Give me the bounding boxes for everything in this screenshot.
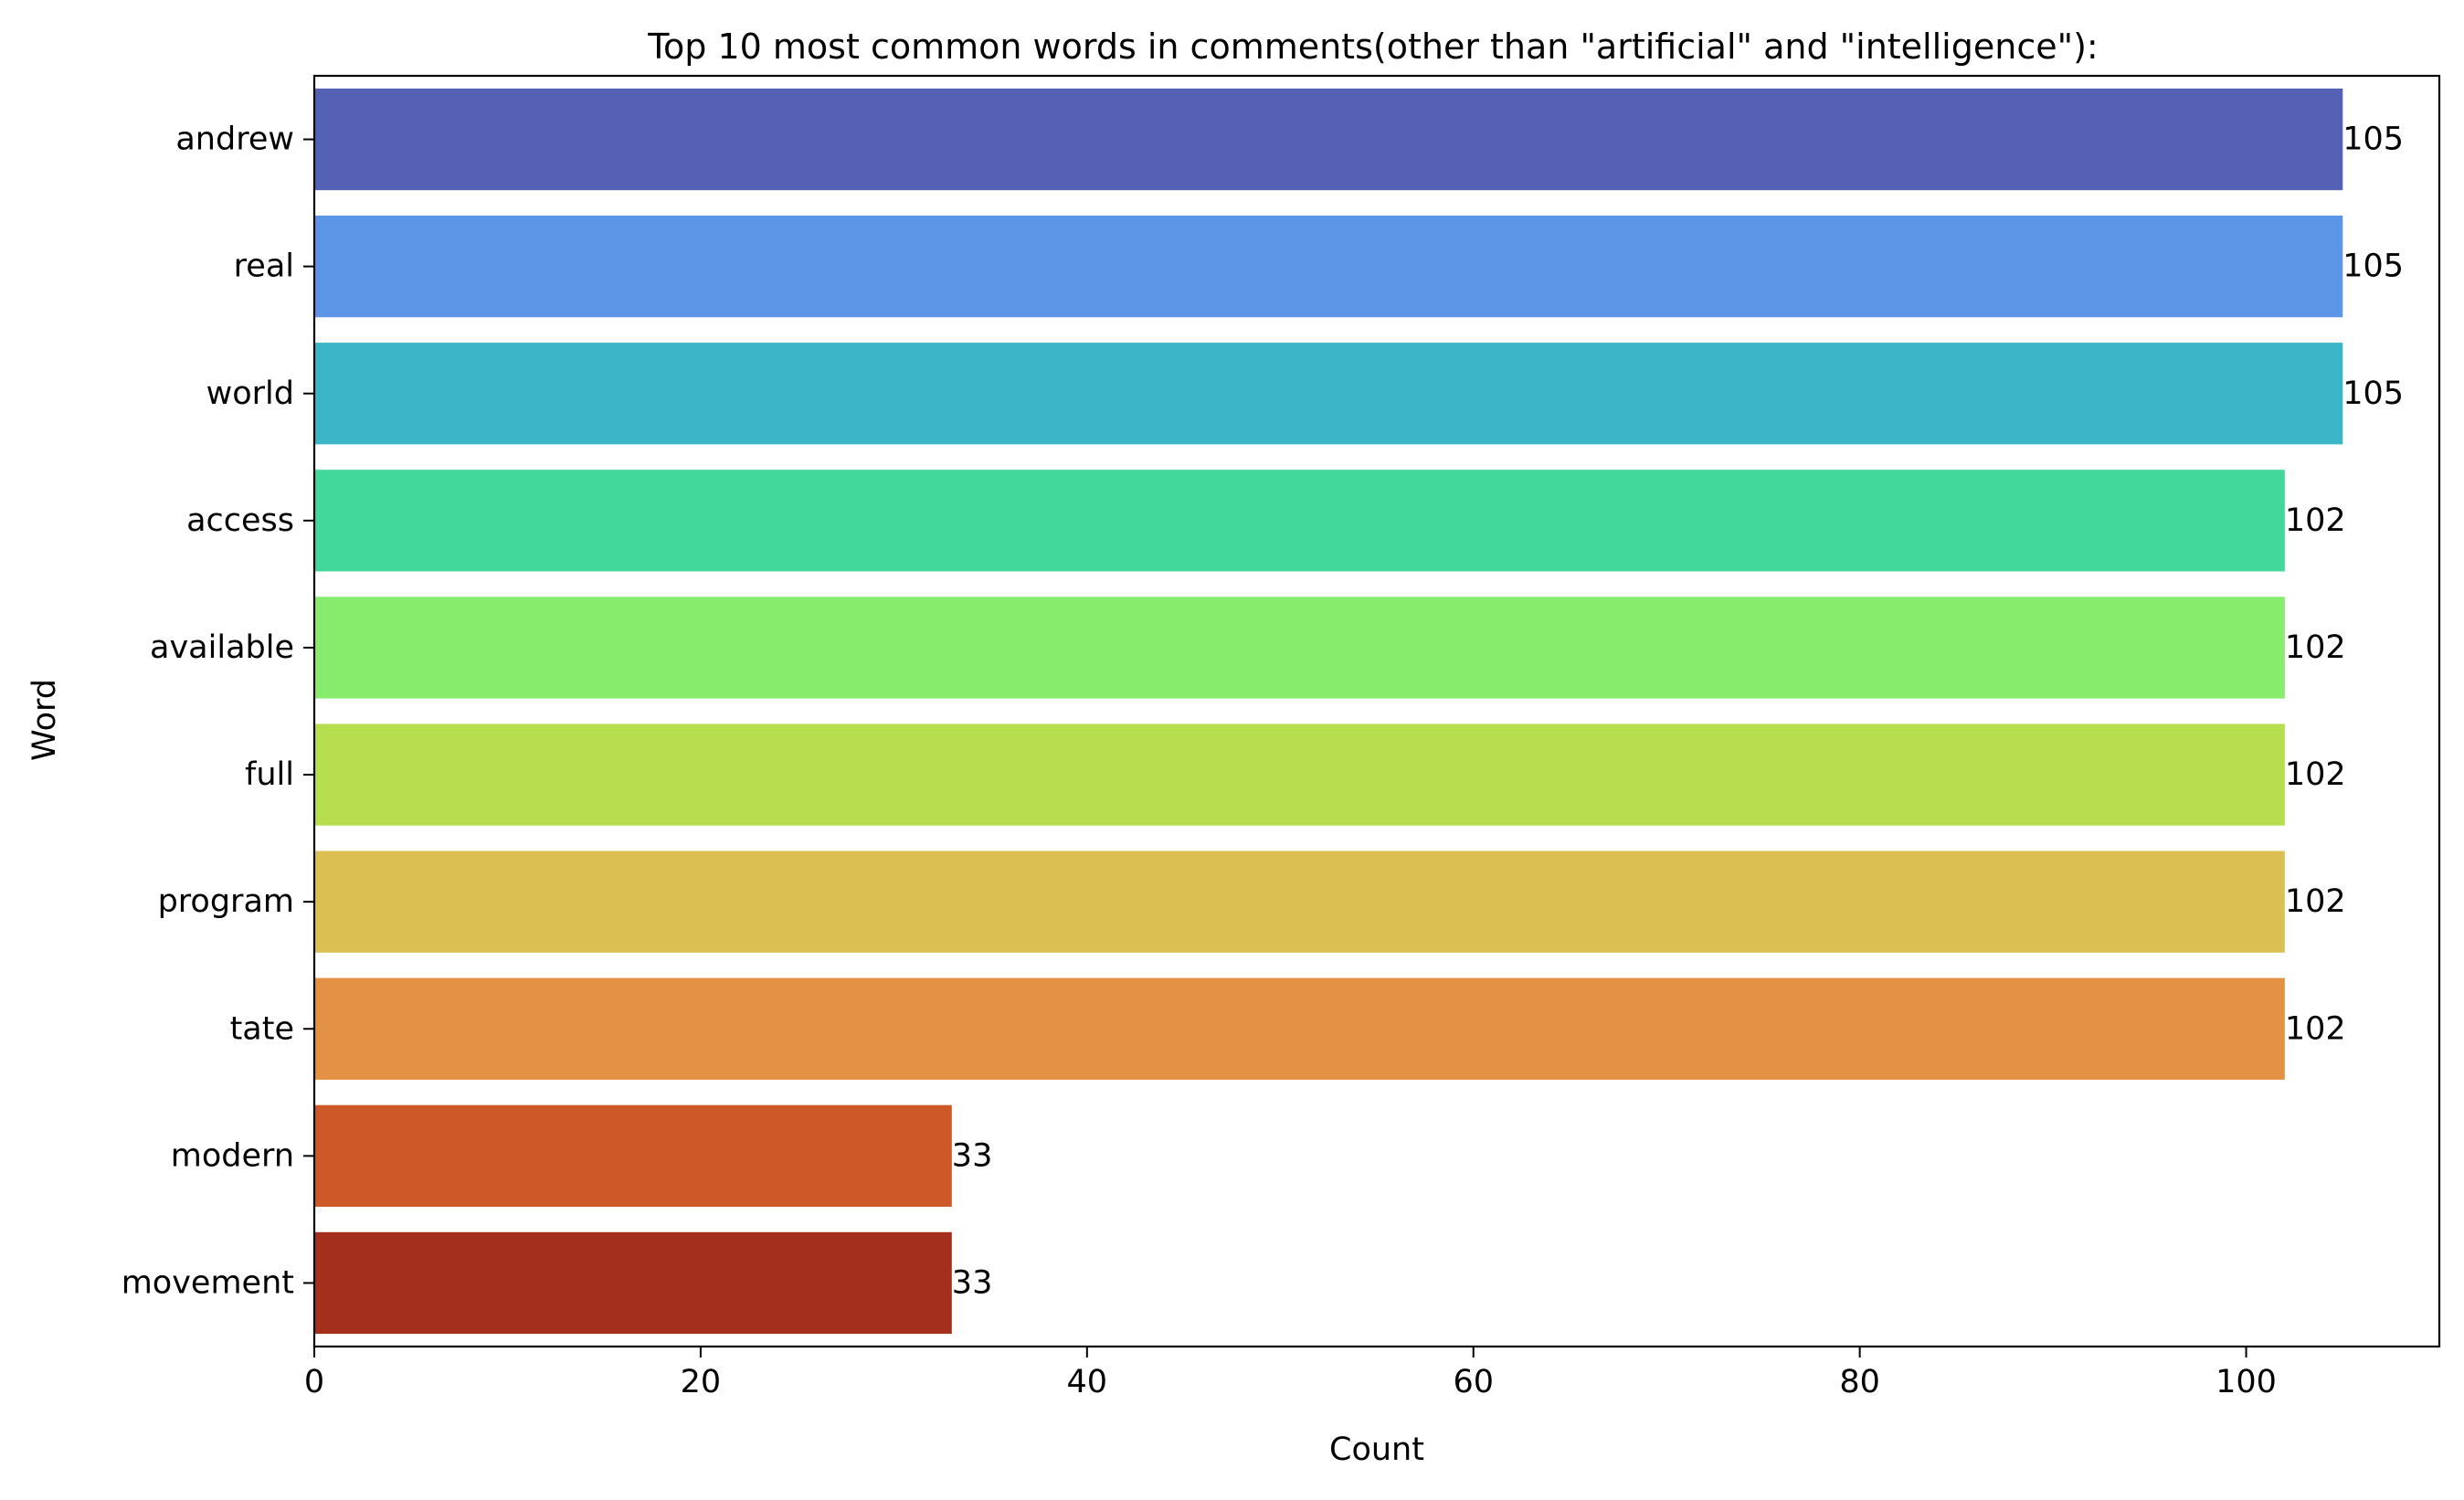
x-tick-label-100: 100: [2215, 1364, 2277, 1400]
data-label-world: 105: [2342, 375, 2404, 412]
bar-movement: [314, 1231, 952, 1335]
bar-available: [314, 597, 2285, 699]
data-label-full: 102: [2285, 756, 2346, 793]
data-label-program: 102: [2285, 883, 2346, 920]
plot-frame: [312, 74, 2441, 1348]
data-label-andrew: 105: [2342, 121, 2404, 158]
data-label-modern: 33: [952, 1137, 993, 1174]
y-tick-label-access: access: [186, 502, 294, 539]
bar-full: [314, 724, 2285, 826]
bars-group: [314, 88, 2343, 1335]
bar-modern: [314, 1104, 952, 1207]
data-label-movement: 33: [952, 1264, 993, 1301]
y-tick-label-program: program: [158, 883, 294, 920]
bar-world: [314, 343, 2343, 445]
bar-access: [314, 470, 2285, 572]
x-tick-label-40: 40: [1067, 1364, 1108, 1400]
x-tick-label-60: 60: [1453, 1364, 1494, 1400]
y-tick-label-real: real: [234, 248, 294, 285]
data-label-tate: 102: [2285, 1010, 2346, 1047]
bar-tate: [314, 977, 2285, 1080]
x-tick-label-0: 0: [304, 1364, 324, 1400]
bar-real: [314, 216, 2343, 318]
bar-andrew: [314, 88, 2343, 191]
data-label-available: 102: [2285, 629, 2346, 666]
y-axis: andrew real world access available full progra…: [122, 121, 314, 1301]
y-tick-label-movement: movement: [122, 1264, 294, 1301]
y-axis-label: Word: [26, 679, 63, 761]
y-tick-label-full: full: [245, 756, 294, 793]
y-tick-label-tate: tate: [230, 1010, 294, 1047]
bar-program: [314, 850, 2285, 953]
x-axis: 0 20 40 60 80 100: [304, 1347, 2277, 1400]
y-tick-label-available: available: [150, 629, 294, 666]
x-tick-label-80: 80: [1839, 1364, 1880, 1400]
data-label-real: 105: [2342, 248, 2404, 285]
x-tick-label-20: 20: [681, 1364, 722, 1400]
y-tick-label-world: world: [206, 375, 294, 412]
chart-title: Top 10 most common words in comments(oth…: [647, 26, 2098, 67]
x-axis-label: Count: [1329, 1431, 1424, 1468]
y-tick-label-andrew: andrew: [175, 121, 294, 158]
data-labels-group: 105 105 105 102 102 102 102 102 33 33: [952, 121, 2404, 1302]
y-tick-label-modern: modern: [171, 1137, 294, 1174]
data-label-access: 102: [2285, 502, 2346, 539]
